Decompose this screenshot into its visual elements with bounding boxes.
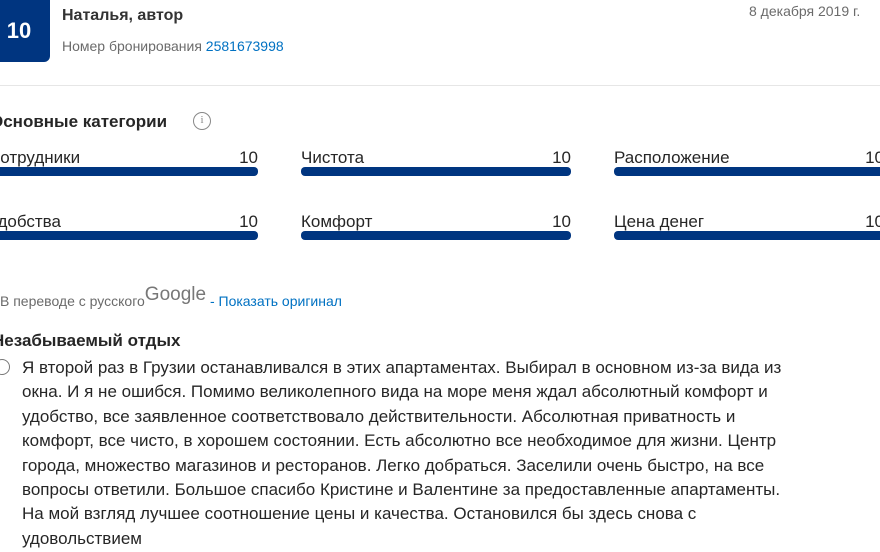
review-line: удовольствием bbox=[22, 528, 142, 548]
categories-title: Основные категории bbox=[0, 112, 168, 131]
category-score: 10 bbox=[552, 148, 571, 167]
review-line: вопросы ответили. Большое спасибо Кристи… bbox=[22, 480, 781, 500]
category-score: 10 bbox=[865, 148, 880, 167]
booking-number[interactable]: 2581673998 bbox=[205, 38, 284, 54]
score-bar bbox=[301, 167, 571, 176]
score-bar bbox=[614, 167, 880, 176]
translation-text: В переводе с русского bbox=[0, 293, 145, 309]
booking-label: Номер бронирования bbox=[62, 38, 202, 54]
score-bar bbox=[614, 231, 880, 240]
info-icon[interactable]: i bbox=[193, 112, 211, 130]
review-line: города, множество магазинов и ресторанов… bbox=[22, 455, 765, 475]
category: Удобства 10 bbox=[0, 212, 258, 252]
review-line: окна. И я не ошибся. Помимо великолепног… bbox=[22, 382, 768, 402]
separator bbox=[0, 85, 880, 86]
score-bar bbox=[0, 231, 258, 240]
category-name: Комфорт bbox=[301, 212, 373, 231]
category-name: Расположение bbox=[614, 148, 730, 167]
score-bar bbox=[0, 167, 258, 176]
review-line: удобство, все заявленное соответствовало… bbox=[22, 406, 736, 426]
category-name: Сотрудники bbox=[0, 148, 81, 167]
score-badge: 10 bbox=[0, 0, 50, 62]
review-text: Я второй раз в Грузии останавливался в э… bbox=[22, 356, 781, 551]
category: Комфорт 10 bbox=[301, 212, 571, 252]
review-title: Незабываемый отдых bbox=[0, 331, 181, 350]
translation-note: В переводе с русскогоGoogle - Показать о… bbox=[0, 284, 342, 312]
review-line: Я второй раз в Грузии останавливался в э… bbox=[22, 358, 782, 377]
category-score: 10 bbox=[865, 212, 880, 231]
category-name: Чистота bbox=[301, 148, 365, 167]
review-line: На мой взгляд лучшее соотношение цены и … bbox=[22, 504, 697, 524]
positive-icon bbox=[0, 359, 10, 375]
author: Наталья, автор bbox=[62, 7, 184, 24]
category-score: 10 bbox=[239, 148, 258, 167]
category: Цена денег 10 bbox=[614, 212, 880, 252]
show-original-link[interactable]: - Показать оригинал bbox=[209, 293, 342, 309]
google-brand: Google bbox=[144, 284, 207, 305]
category: Расположение 10 bbox=[614, 148, 880, 188]
review-line: комфорт, все чисто, в хорошем состоянии.… bbox=[22, 431, 777, 451]
category: Чистота 10 bbox=[301, 148, 571, 188]
category-name: Удобства bbox=[0, 212, 61, 231]
score-bar bbox=[301, 231, 571, 240]
booking-info: Номер бронирования 2581673998 bbox=[62, 38, 284, 54]
review-date: 8 декабря 2019 г. bbox=[749, 3, 861, 19]
category-score: 10 bbox=[239, 212, 258, 231]
category-name: Цена денег bbox=[614, 212, 705, 231]
category-score: 10 bbox=[552, 212, 571, 231]
category: Сотрудники 10 bbox=[0, 148, 258, 188]
